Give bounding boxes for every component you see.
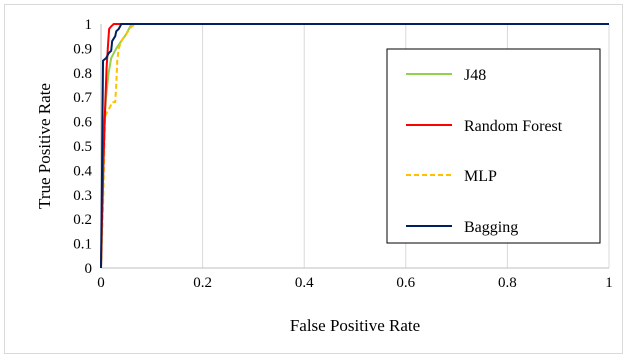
x-tick-labels: 0 0.2 0.4 0.6 0.8 1 — [97, 275, 613, 291]
y-tick-label: 0.7 — [73, 90, 92, 106]
y-tick-label: 1 — [85, 17, 93, 33]
x-tick-label: 0.2 — [193, 275, 212, 291]
x-tick-label: 1 — [605, 275, 613, 291]
x-tick-label: 0.6 — [396, 275, 415, 291]
series-line-bagging — [100, 23, 609, 269]
y-tick-label: 0.4 — [73, 163, 92, 179]
y-axis-title: True Positive Rate — [35, 83, 54, 209]
legend-label: Bagging — [464, 219, 518, 236]
x-axis-title: False Positive Rate — [290, 316, 420, 335]
legend: J48 Random Forest MLP Bagging — [386, 48, 601, 244]
legend-label: J48 — [464, 67, 486, 84]
legend-label: Random Forest — [464, 118, 563, 135]
y-tick-label: 0.9 — [73, 41, 92, 57]
series-layer — [100, 23, 609, 269]
y-tick-label: 0.5 — [73, 139, 92, 155]
y-tick-label: 0.3 — [73, 188, 92, 204]
y-tick-label: 0 — [85, 261, 93, 277]
x-tick-label: 0.8 — [498, 275, 517, 291]
y-tick-label: 0.8 — [73, 66, 92, 82]
y-tick-label: 0.2 — [73, 212, 92, 228]
x-tick-label: 0 — [97, 275, 105, 291]
y-tick-labels: 0 0.1 0.2 0.3 0.4 0.5 0.6 0.7 0.8 0.9 1 — [73, 17, 92, 277]
x-tick-label: 0.4 — [295, 275, 314, 291]
legend-box — [386, 48, 601, 244]
y-tick-label: 0.6 — [73, 115, 92, 131]
y-tick-label: 0.1 — [73, 237, 92, 253]
legend-label: MLP — [464, 168, 497, 185]
